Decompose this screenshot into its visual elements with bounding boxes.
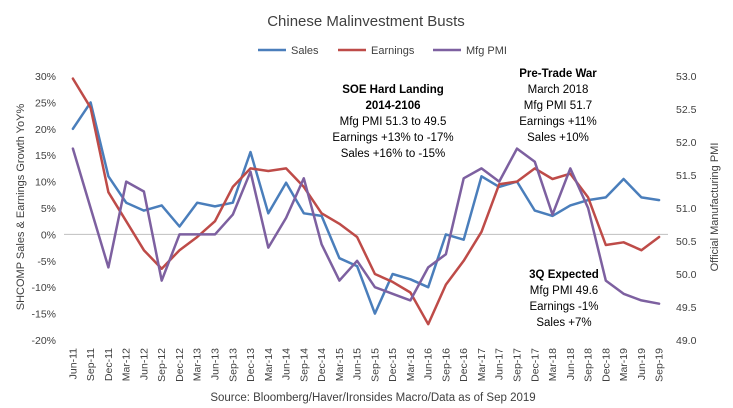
annotation-q3-line: 3Q Expected [529, 269, 599, 281]
x-tick-label: Jun-12 [138, 348, 150, 380]
annotation-soe-line: 2014-2106 [366, 100, 421, 112]
y-tick-label-left: 20% [35, 124, 56, 136]
annotation-q3-line: Mfg PMI 49.6 [530, 285, 598, 297]
y-tick-label-left: -20% [31, 335, 56, 347]
y-tick-label-right: 52.5 [676, 104, 697, 116]
y-tick-label-left: 30% [35, 71, 56, 83]
x-tick-label: Sep-14 [298, 348, 310, 382]
x-tick-label: Sep-15 [369, 348, 381, 382]
x-tick-label: Mar-18 [547, 348, 559, 381]
x-tick-label: Jun-14 [281, 348, 293, 380]
y-tick-label-right: 53.0 [676, 71, 697, 83]
y-tick-label-left: 5% [41, 203, 56, 215]
x-tick-label: Sep-16 [440, 348, 452, 382]
axes: 30% 25% 20% 15% 10% 5% 0% -5% -10% -15% -20% 53.0 52… [31, 71, 696, 382]
y-tick-label-left: 0% [41, 229, 56, 241]
x-tick-label: Sep-19 [654, 348, 666, 382]
y-tick-label-left: 10% [35, 177, 56, 189]
series-layer [71, 77, 661, 326]
annotation-soe-line: Sales +16% to -15% [341, 148, 446, 160]
annotation-q3-line: Earnings -1% [529, 301, 598, 313]
x-tick-label: Mar-16 [405, 348, 417, 381]
x-tick-label: Dec-17 [529, 348, 541, 382]
y-tick-label-left: -5% [37, 256, 56, 268]
legend-label: Mfg PMI [466, 45, 507, 57]
annotation-pretrade-line: Sales +10% [527, 132, 589, 144]
x-tick-label: Mar-12 [121, 348, 133, 381]
y-tick-label-left: 15% [35, 150, 56, 162]
x-tick-label: Dec-11 [103, 348, 115, 381]
series-line-sales [71, 101, 661, 315]
x-tick-label: Jun-17 [494, 348, 506, 380]
chart-title: Chinese Malinvestment Busts [267, 13, 465, 30]
x-tick-label: Sep-11 [85, 348, 97, 381]
x-tick-label: Mar-15 [334, 348, 346, 381]
x-tick-label: Dec-14 [316, 348, 328, 382]
x-tick-label: Jun-18 [565, 348, 577, 380]
x-tick-label: Mar-13 [192, 348, 204, 381]
x-tick-label: Jun-19 [636, 348, 648, 380]
annotation-soe-line: Mfg PMI 51.3 to 49.5 [340, 116, 447, 128]
x-tick-label: Dec-15 [387, 348, 399, 382]
y-tick-label-left: -10% [31, 282, 56, 294]
x-tick-label: Sep-17 [512, 348, 524, 382]
annotation-soe-line: SOE Hard Landing [342, 84, 444, 96]
y-tick-label-right: 50.5 [676, 236, 697, 248]
legend-label: Sales [291, 45, 319, 57]
y-tick-label-left: -15% [31, 309, 56, 321]
x-tick-label: Dec-16 [458, 348, 470, 382]
x-tick-label: Dec-18 [600, 348, 612, 382]
x-tick-label: Dec-13 [245, 348, 257, 382]
legend-label: Earnings [371, 45, 415, 57]
annotation-soe-line: Earnings +13% to -17% [332, 132, 453, 144]
y-axis-label-right: Official Manufacturing PMI [709, 143, 721, 272]
legend: Sales Earnings Mfg PMI [258, 45, 507, 57]
y-tick-label-left: 25% [35, 97, 56, 109]
source-note: Source: Bloomberg/Haver/Ironsides Macro/… [210, 392, 535, 404]
x-tick-label: Sep-13 [227, 348, 239, 382]
annotation-pretrade-line: Pre-Trade War [519, 68, 597, 80]
annotation-pretrade-line: Earnings +11% [519, 116, 596, 128]
x-tick-label: Jun-11 [67, 348, 79, 379]
y-tick-label-right: 49.0 [676, 335, 697, 347]
annotation-q3-line: Sales +7% [536, 317, 591, 329]
x-tick-label: Jun-16 [423, 348, 435, 380]
y-tick-label-right: 51.0 [676, 203, 697, 215]
x-tick-label: Mar-17 [476, 348, 488, 381]
x-tick-label: Mar-14 [263, 348, 275, 381]
x-tick-label: Jun-15 [352, 348, 364, 380]
y-tick-label-right: 51.5 [676, 170, 697, 182]
x-tick-label: Sep-12 [156, 348, 168, 382]
x-tick-label: Mar-19 [618, 348, 630, 381]
y-tick-label-right: 49.5 [676, 302, 697, 314]
y-tick-label-right: 50.0 [676, 269, 697, 281]
annotation-pretrade-line: March 2018 [528, 84, 589, 96]
x-tick-label: Dec-12 [174, 348, 186, 382]
annotation-pretrade-line: Mfg PMI 51.7 [524, 100, 592, 112]
y-tick-label-right: 52.0 [676, 137, 697, 149]
annotations: SOE Hard Landing 2014-2106 Mfg PMI 51.3 to… [332, 68, 598, 329]
series-line-mfg-pmi [71, 147, 661, 305]
x-tick-label: Jun-13 [210, 348, 222, 380]
y-axis-label-left: SHCOMP Sales & Earnings Growth YoY% [15, 104, 27, 311]
x-tick-label: Sep-18 [583, 348, 595, 382]
